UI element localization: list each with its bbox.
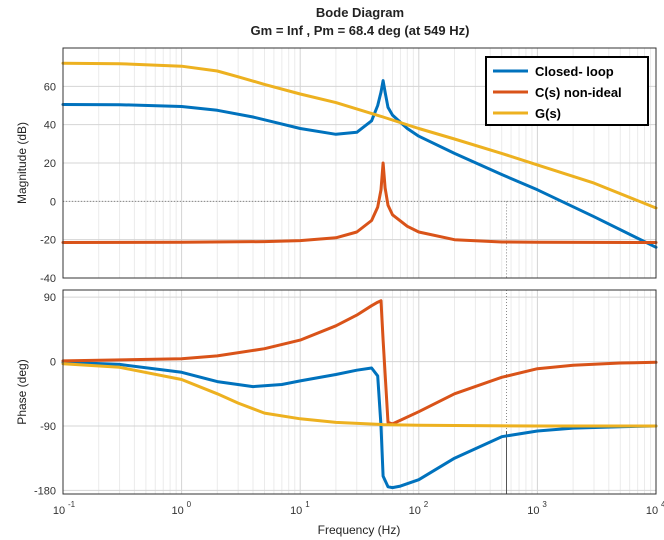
phase-line-g-s xyxy=(61,362,658,428)
legend-label-g: G(s) xyxy=(535,106,561,121)
phase-line-c-s-non-ideal xyxy=(61,299,658,426)
magnitude-y-axis-label: Magnitude (dB) xyxy=(15,122,29,204)
magnitude-panel: -40 -20 0 20 40 60 Magnitude (dB) Closed- loo… xyxy=(15,47,658,285)
phase-y-axis-label: Phase (deg) xyxy=(15,359,29,424)
phase-y-tick-label: -180 xyxy=(34,485,56,497)
magnitude-y-tick-label: 60 xyxy=(44,81,56,93)
chart-title: Bode Diagram xyxy=(316,5,404,20)
phase-y-tick-label: 0 xyxy=(50,357,56,369)
magnitude-y-tick-label: 20 xyxy=(44,158,56,170)
magnitude-y-ticks: -40 -20 0 20 40 60 xyxy=(40,81,56,285)
phase-y-tick-label: -90 xyxy=(40,421,56,433)
x-tick-label: 10 xyxy=(409,505,421,517)
x-tick-label: 10 xyxy=(171,505,183,517)
phase-grid xyxy=(62,290,657,494)
phase-axes-box xyxy=(62,289,657,495)
chart-subtitle: Gm = Inf , Pm = 68.4 deg (at 549 Hz) xyxy=(251,23,470,38)
magnitude-axes-box xyxy=(62,47,657,279)
x-tick-exponent: 1 xyxy=(305,500,310,509)
x-tick-exponent: 2 xyxy=(424,500,429,509)
x-axis-label: Frequency (Hz) xyxy=(318,523,401,537)
magnitude-line-closed-loop xyxy=(61,79,658,249)
x-tick-exponent: 3 xyxy=(542,500,547,509)
legend-label-c-nonideal: C(s) non-ideal xyxy=(535,85,622,100)
x-tick-label: 10 xyxy=(527,505,539,517)
magnitude-y-tick-label: -40 xyxy=(40,273,56,285)
magnitude-lines xyxy=(61,61,658,249)
magnitude-line-g-s xyxy=(61,61,658,210)
phase-y-ticks: -180 -90 0 90 xyxy=(34,292,56,497)
magnitude-line-c-s-non-ideal xyxy=(61,161,658,244)
x-tick-exponent: 0 xyxy=(187,500,192,509)
phase-y-tick-label: 90 xyxy=(44,292,56,304)
magnitude-y-tick-label: 0 xyxy=(50,196,56,208)
x-tick-label: 10 xyxy=(53,505,65,517)
x-tick-exponent: -1 xyxy=(68,500,76,509)
x-tick-exponent: 4 xyxy=(661,500,664,509)
legend: Closed- loop C(s) non-ideal G(s) xyxy=(485,56,649,126)
x-tick-label: 10 xyxy=(646,505,658,517)
phase-plot-area xyxy=(63,290,656,494)
legend-label-closed-loop: Closed- loop xyxy=(535,64,614,79)
magnitude-y-tick-label: 40 xyxy=(44,120,56,132)
magnitude-y-tick-label: -20 xyxy=(40,235,56,247)
x-tick-label: 10 xyxy=(290,505,302,517)
phase-lines xyxy=(61,299,658,490)
